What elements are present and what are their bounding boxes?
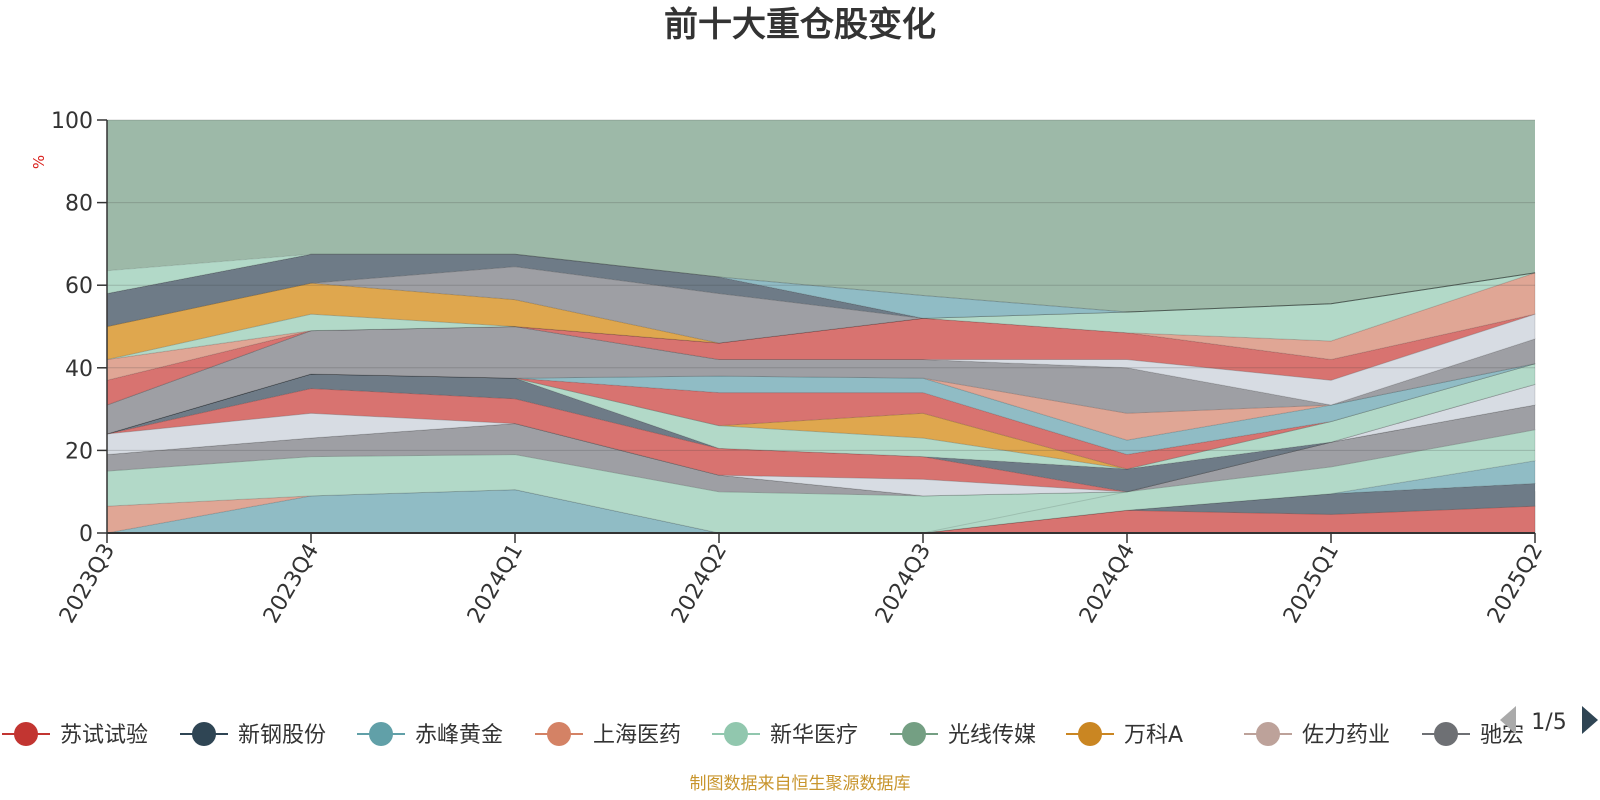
x-tick-label: 2024Q2 xyxy=(667,540,732,628)
legend-label: 上海医药 xyxy=(593,723,681,748)
area-band-9 xyxy=(106,383,1536,497)
legend-item[interactable]: 驰宏 xyxy=(1422,722,1524,748)
legend-label: 赤峰黄金 xyxy=(415,723,503,748)
area-band-26 xyxy=(106,253,1536,313)
y-tick-label: 40 xyxy=(65,357,93,382)
x-tick-label: 2024Q4 xyxy=(1075,540,1140,628)
x-tick-label: 2024Q1 xyxy=(463,540,528,628)
area-band-7 xyxy=(106,404,1536,497)
x-tick-label: 2024Q3 xyxy=(871,540,936,628)
x-tick-label: 2025Q1 xyxy=(1279,540,1344,628)
legend-item[interactable]: 上海医药 xyxy=(535,722,681,748)
legend-marker xyxy=(192,722,216,746)
legend-label: 万科A xyxy=(1124,723,1183,748)
triangle-right-icon[interactable] xyxy=(1582,706,1598,734)
legend-item[interactable]: 佐力药业 xyxy=(1244,722,1390,748)
y-axis: 0 20 40 60 80 100 xyxy=(51,109,108,547)
triangle-left-icon[interactable] xyxy=(1500,706,1516,734)
legend-page-indicator: 1/5 xyxy=(1531,710,1566,735)
legend-item[interactable]: 光线传媒 xyxy=(890,722,1036,748)
legend-label: 苏试试验 xyxy=(60,723,148,748)
footer-source: 制图数据来自恒生聚源数据库 xyxy=(690,774,911,794)
legend: 苏试试验 新钢股份 赤峰黄金 上海医药 新华医疗 光线传媒 万科A 佐力药业 驰宏 xyxy=(2,722,1524,748)
area-band-top xyxy=(107,120,1535,313)
legend-marker xyxy=(547,722,571,746)
y-tick-label: 60 xyxy=(65,274,93,299)
plot-area xyxy=(106,119,1536,534)
legend-marker xyxy=(724,722,748,746)
legend-item[interactable]: 赤峰黄金 xyxy=(357,722,503,748)
legend-label: 光线传媒 xyxy=(948,723,1036,748)
legend-label: 佐力药业 xyxy=(1302,723,1390,748)
legend-marker xyxy=(1434,722,1458,746)
x-axis: 2023Q3 2023Q4 2024Q1 2024Q2 2024Q3 2024Q4 2025… xyxy=(55,532,1548,628)
y-tick-label: 0 xyxy=(79,522,93,547)
area-band-24 xyxy=(106,253,1536,328)
legend-pager: 1/5 xyxy=(1500,706,1598,735)
legend-item[interactable]: 新钢股份 xyxy=(180,722,326,748)
area-band-20 xyxy=(106,272,1536,381)
legend-label: 新钢股份 xyxy=(238,723,326,748)
legend-item[interactable]: 苏试试验 xyxy=(2,722,148,748)
x-tick-label: 2025Q2 xyxy=(1483,540,1548,628)
legend-item[interactable]: 新华医疗 xyxy=(712,722,858,748)
legend-marker xyxy=(1256,722,1280,746)
x-tick-label: 2023Q3 xyxy=(55,540,120,628)
legend-item[interactable]: 万科A xyxy=(1066,722,1183,748)
chart-title: 前十大重仓股变化 xyxy=(664,5,936,45)
legend-marker xyxy=(1078,722,1102,746)
y-axis-unit: % xyxy=(30,155,48,169)
legend-label: 新华医疗 xyxy=(770,723,858,748)
legend-label: 驰宏 xyxy=(1480,723,1524,748)
legend-marker xyxy=(902,722,926,746)
y-tick-label: 80 xyxy=(65,192,93,217)
y-tick-label: 20 xyxy=(65,439,93,464)
legend-marker xyxy=(14,722,38,746)
legend-marker xyxy=(369,722,393,746)
x-tick-label: 2023Q4 xyxy=(259,540,324,628)
y-tick-label: 100 xyxy=(51,109,93,134)
